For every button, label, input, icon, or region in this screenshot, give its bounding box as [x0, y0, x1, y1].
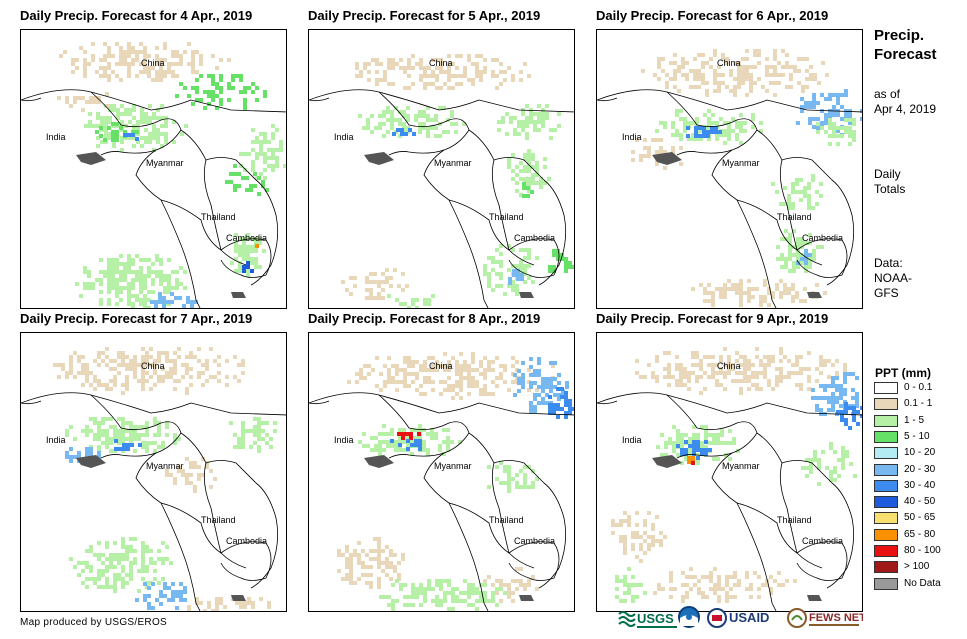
legend-swatch	[874, 414, 898, 427]
legend-label: No Data	[904, 577, 941, 589]
legend-swatch	[874, 463, 898, 476]
map-label-thailand: Thailand	[489, 212, 524, 222]
legend-swatch	[874, 528, 898, 541]
map-label-china: China	[717, 58, 741, 68]
forecast-panel: Daily Precip. Forecast for 8 Apr., 2019 …	[308, 311, 575, 613]
usgs-logo-text: USGS	[637, 611, 674, 626]
as-of-date: as of Apr 4, 2019	[874, 87, 937, 116]
forecast-panel: Daily Precip. Forecast for 9 Apr., 2019 …	[596, 311, 863, 613]
precip-map: China India Myanmar Thailand Cambodia	[596, 332, 863, 612]
precip-map: China India Myanmar Thailand Cambodia	[308, 332, 575, 612]
panel-title: Daily Precip. Forecast for 4 Apr., 2019	[20, 8, 253, 23]
legend-swatch	[874, 447, 898, 460]
side-title: Precip. Forecast	[874, 27, 937, 63]
map-label-myanmar: Myanmar	[146, 461, 184, 471]
data-source: Data: NOAA- GFS	[874, 256, 913, 300]
map-label-myanmar: Myanmar	[146, 158, 184, 168]
legend-swatch	[874, 545, 898, 557]
legend-swatch	[874, 430, 898, 443]
legend-label: 1 - 5	[904, 414, 925, 426]
fews-net-logo-text: FEWS NET	[809, 612, 863, 624]
map-label-india: India	[334, 435, 354, 445]
map-label-cambodia: Cambodia	[226, 536, 268, 546]
legend-swatch	[874, 561, 898, 574]
precip-map-svg	[21, 42, 286, 308]
map-label-thailand: Thailand	[777, 515, 812, 525]
map-label-china: China	[141, 361, 165, 371]
panel-title: Daily Precip. Forecast for 8 Apr., 2019	[308, 311, 541, 326]
usaid-logo-text: USAID	[729, 610, 769, 625]
usaid-logo: USAID	[707, 608, 769, 628]
map-label-india: India	[46, 435, 66, 445]
legend-title: PPT (mm)	[875, 366, 932, 380]
forecast-panel: Daily Precip. Forecast for 4 Apr., 2019 …	[20, 8, 287, 310]
precip-map-svg	[597, 347, 862, 611]
map-label-china: China	[141, 58, 165, 68]
map-label-china: China	[717, 361, 741, 371]
daily-totals-note: Daily Totals	[874, 167, 906, 196]
legend-swatch	[874, 382, 898, 394]
map-label-myanmar: Myanmar	[434, 158, 472, 168]
forecast-panel: Daily Precip. Forecast for 7 Apr., 2019 …	[20, 311, 287, 613]
map-label-cambodia: Cambodia	[802, 233, 844, 243]
legend-label: 30 - 40	[904, 479, 936, 491]
map-label-cambodia: Cambodia	[802, 536, 844, 546]
legend-swatch	[874, 577, 898, 590]
legend-swatch	[874, 398, 898, 411]
precip-map: China India Myanmar Thailand Cambodia	[596, 29, 863, 309]
panel-title: Daily Precip. Forecast for 7 Apr., 2019	[20, 311, 253, 326]
legend-swatch	[874, 496, 898, 509]
credit-text: Map produced by USGS/EROS	[20, 617, 168, 628]
legend-label: 5 - 10	[904, 430, 930, 442]
map-label-india: India	[622, 132, 642, 142]
legend-label: 65 - 80	[904, 528, 936, 540]
legend-swatch	[874, 512, 898, 525]
map-label-india: India	[622, 435, 642, 445]
legend-swatch	[874, 479, 898, 492]
map-label-china: China	[429, 58, 453, 68]
map-label-china: China	[429, 361, 453, 371]
map-label-thailand: Thailand	[489, 515, 524, 525]
precip-map-svg	[597, 49, 862, 308]
precip-map-svg	[309, 54, 574, 308]
legend-label: 40 - 50	[904, 496, 936, 508]
legend-label: 0.1 - 1	[904, 398, 933, 410]
panel-title: Daily Precip. Forecast for 5 Apr., 2019	[308, 8, 541, 23]
precip-map: China India Myanmar Thailand Cambodia	[20, 332, 287, 612]
legend-label: > 100	[904, 561, 930, 573]
map-label-myanmar: Myanmar	[722, 461, 760, 471]
panel-title: Daily Precip. Forecast for 6 Apr., 2019	[596, 8, 829, 23]
usgs-logo: USGS	[618, 611, 677, 628]
map-label-myanmar: Myanmar	[722, 158, 760, 168]
forecast-panel: Daily Precip. Forecast for 6 Apr., 2019 …	[596, 8, 863, 310]
precip-map-svg	[309, 352, 574, 611]
map-label-myanmar: Myanmar	[434, 461, 472, 471]
map-label-thailand: Thailand	[201, 212, 236, 222]
forecast-panel: Daily Precip. Forecast for 5 Apr., 2019 …	[308, 8, 575, 310]
map-label-thailand: Thailand	[777, 212, 812, 222]
map-label-cambodia: Cambodia	[514, 536, 556, 546]
precip-map: China India Myanmar Thailand Cambodia	[308, 29, 575, 309]
panel-title: Daily Precip. Forecast for 9 Apr., 2019	[596, 311, 829, 326]
map-label-cambodia: Cambodia	[226, 233, 268, 243]
legend-label: 80 - 100	[904, 545, 941, 556]
map-label-cambodia: Cambodia	[514, 233, 556, 243]
legend-label: 20 - 30	[904, 463, 936, 475]
noaa-logo	[678, 606, 700, 628]
map-label-thailand: Thailand	[201, 515, 236, 525]
legend-label: 0 - 0.1	[904, 382, 933, 393]
legend-label: 50 - 65	[904, 512, 936, 524]
precip-map: China India Myanmar Thailand Cambodia	[20, 29, 287, 309]
map-label-india: India	[46, 132, 66, 142]
map-label-india: India	[334, 132, 354, 142]
precip-map-svg	[21, 347, 286, 611]
fews-net-logo: FEWS NET	[787, 608, 863, 628]
legend-label: 10 - 20	[904, 447, 936, 459]
